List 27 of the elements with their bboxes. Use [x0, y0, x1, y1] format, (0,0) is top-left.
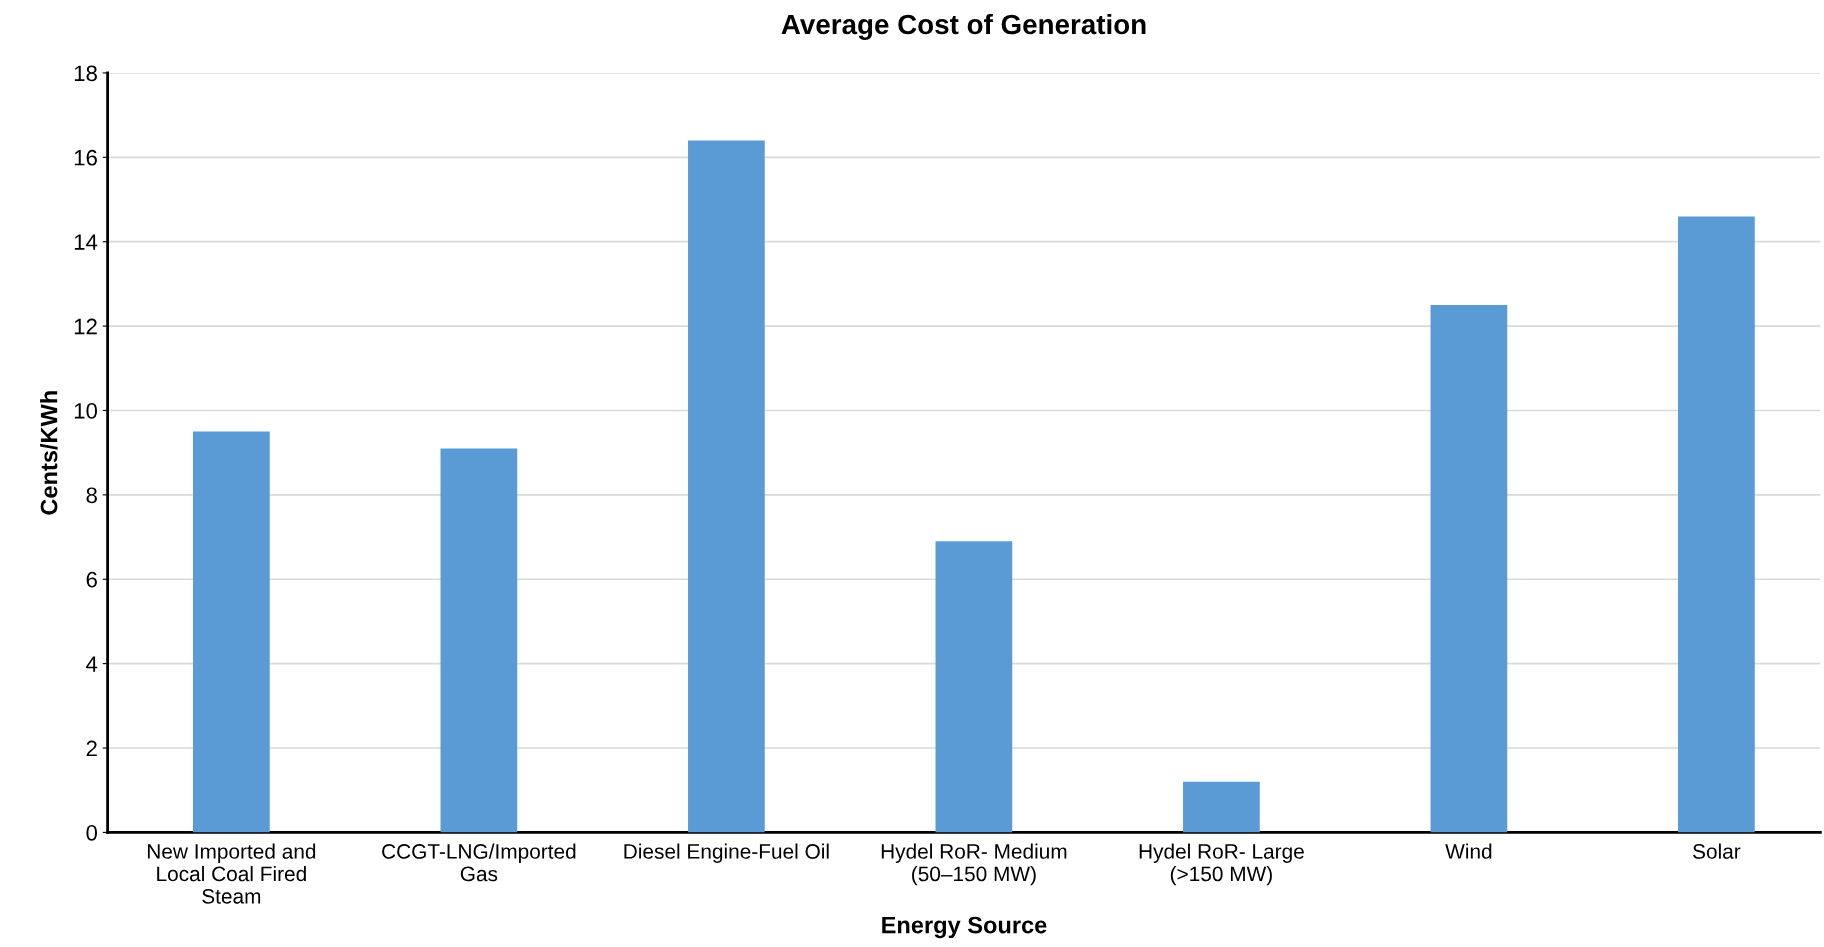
bar	[1678, 216, 1755, 833]
chart-title: Average Cost of Generation	[781, 13, 1146, 40]
bar	[1183, 781, 1260, 833]
y-tick-label: 8	[86, 487, 97, 504]
bar	[688, 140, 765, 833]
x-tick-label: Hydel RoR- Large (>150 MW)	[1139, 843, 1304, 886]
x-tick-label: Wind	[1445, 843, 1492, 859]
y-tick-label: 2	[86, 740, 97, 757]
x-tick-label: Diesel Engine-Fuel Oil	[624, 843, 829, 863]
y-tick-label: 14	[74, 234, 98, 250]
y-tick-label: 10	[74, 403, 98, 419]
y-tick-label: 12	[74, 318, 97, 335]
y-tick-label: 18	[74, 65, 97, 82]
bar	[193, 431, 270, 833]
x-tick-label: New Imported and Local Coal Fired Steam	[147, 843, 316, 904]
bar	[440, 448, 518, 833]
y-tick-label: 6	[86, 571, 97, 588]
bar	[1430, 304, 1508, 833]
y-axis-title: Cents/KWh	[40, 391, 58, 515]
x-axis-title: Energy Source	[882, 916, 1047, 939]
x-tick-label: Solar	[1693, 843, 1741, 859]
x-tick-label: Hydel RoR- Medium (50–150 MW)	[881, 843, 1067, 886]
x-tick-label: CCGT-LNG/Imported Gas	[382, 843, 576, 882]
y-tick-label: 0	[86, 824, 98, 841]
y-tick-label: 4	[86, 656, 98, 672]
y-tick-label: 16	[74, 149, 97, 166]
bar	[935, 541, 1013, 833]
